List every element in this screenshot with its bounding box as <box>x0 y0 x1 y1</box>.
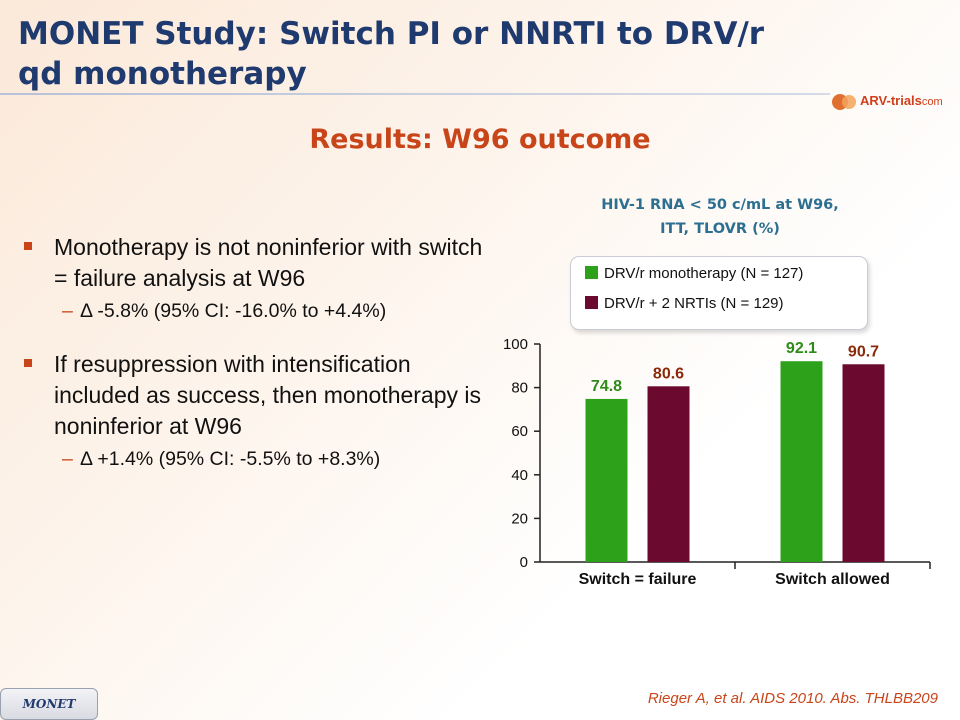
bullet-2-text: If resuppression with intensification in… <box>54 351 482 439</box>
dash-icon: – <box>62 300 73 322</box>
arv-trials-logo: ARV-trialscom <box>830 88 950 116</box>
logo-text-main: ARV-trials <box>860 93 922 108</box>
chart-title: HIV-1 RNA < 50 c/mL at W96, ITT, TLOVR (… <box>560 193 880 241</box>
logo-text: ARV-trialscom <box>860 93 943 108</box>
footer-tag: MONET <box>0 688 98 720</box>
data-label: 92.1 <box>786 340 817 357</box>
x-category-label: Switch allowed <box>775 571 890 588</box>
y-tick-label: 20 <box>511 510 528 527</box>
title-divider <box>0 93 830 95</box>
bullet-square-icon <box>24 242 32 250</box>
chart-legend: DRV/r monotherapy (N = 127) DRV/r + 2 NR… <box>570 256 868 330</box>
y-tick-label: 80 <box>511 380 528 397</box>
bar <box>647 386 690 562</box>
citation: Rieger A, et al. AIDS 2010. Abs. THLBB20… <box>647 690 938 707</box>
y-tick-label: 40 <box>511 467 528 484</box>
data-label: 90.7 <box>848 343 879 360</box>
chart-title-line-2: ITT, TLOVR (%) <box>660 221 780 237</box>
bullet-square-icon <box>24 359 32 367</box>
data-label: 80.6 <box>653 365 684 382</box>
logo-mark-icon <box>832 94 856 110</box>
legend-swatch-green <box>585 266 598 279</box>
bullet-2: If resuppression with intensification in… <box>22 349 492 442</box>
sub-bullet-1: – Δ -5.8% (95% CI: -16.0% to +4.4%) <box>22 298 492 325</box>
bar <box>585 398 628 562</box>
data-label: 74.8 <box>591 378 622 395</box>
legend-label-2: DRV/r + 2 NRTIs (N = 129) <box>604 295 784 312</box>
y-tick-label: 100 <box>503 336 528 353</box>
logo-text-suffix: com <box>921 96 943 108</box>
bullet-list: Monotherapy is not noninferior with swit… <box>22 232 492 497</box>
legend-swatch-maroon <box>585 296 598 309</box>
x-category-label: Switch = failure <box>579 571 697 588</box>
bar <box>780 361 823 562</box>
sub-bullet-2-text: Δ +1.4% (95% CI: -5.5% to +8.3%) <box>80 448 381 470</box>
bullet-1: Monotherapy is not noninferior with swit… <box>22 232 492 294</box>
slide-subtitle: Results: W96 outcome <box>309 124 651 155</box>
y-tick-label: 60 <box>511 423 528 440</box>
chart-title-line-1: HIV-1 RNA < 50 c/mL at W96, <box>601 197 839 213</box>
legend-entry-2: DRV/r + 2 NRTIs (N = 129) <box>585 295 784 317</box>
y-tick-label: 0 <box>520 554 528 571</box>
sub-bullet-2: – Δ +1.4% (95% CI: -5.5% to +8.3%) <box>22 446 492 473</box>
slide-title: MONET Study: Switch PI or NNRTI to DRV/r… <box>18 16 765 92</box>
legend-label-1: DRV/r monotherapy (N = 127) <box>604 265 804 282</box>
bar <box>842 364 885 562</box>
dash-icon: – <box>62 448 73 470</box>
legend-entry-1: DRV/r monotherapy (N = 127) <box>585 265 803 287</box>
sub-bullet-1-text: Δ -5.8% (95% CI: -16.0% to +4.4%) <box>80 300 387 322</box>
bullet-1-text: Monotherapy is not noninferior with swit… <box>54 234 483 291</box>
